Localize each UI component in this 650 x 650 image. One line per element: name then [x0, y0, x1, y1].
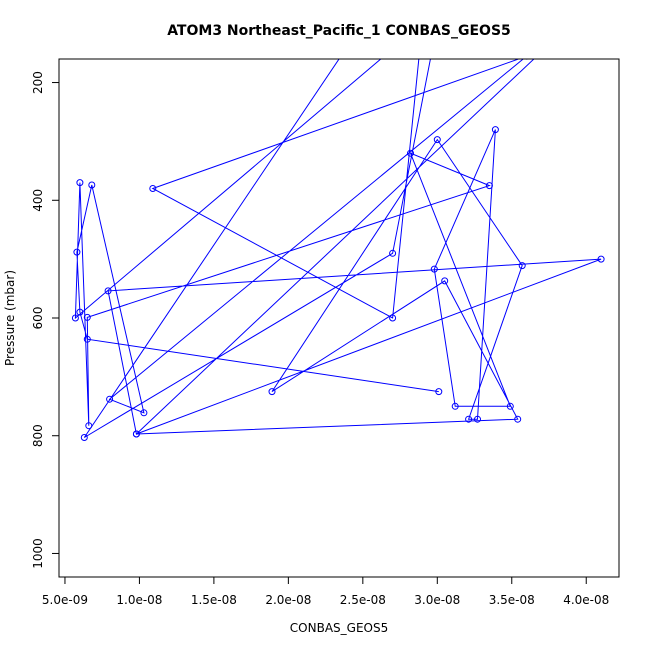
- y-tick-label: 600: [31, 307, 45, 330]
- data-point: [140, 409, 148, 417]
- data-point: [441, 277, 449, 285]
- data-point: [465, 415, 473, 423]
- data-point: [514, 415, 522, 423]
- plot-area: [71, 21, 605, 441]
- data-point: [268, 388, 276, 396]
- x-tick-label: 1.0e-08: [116, 593, 162, 607]
- data-point: [106, 395, 114, 403]
- x-tick-label: 1.5e-08: [191, 593, 237, 607]
- x-tick-label: 3.0e-08: [414, 593, 460, 607]
- data-point: [71, 314, 79, 322]
- y-axis-label: Pressure (mbar): [3, 270, 17, 366]
- x-axis: 5.0e-09 1.0e-08 1.5e-08 2.0e-08 2.5e-08 3.0e-…: [42, 576, 609, 607]
- y-tick-label: 800: [31, 424, 45, 447]
- x-tick-label: 2.0e-08: [265, 593, 311, 607]
- chart-title: ATOM3 Northeast_Pacific_1 CONBAS_GEOS5: [167, 23, 511, 39]
- x-tick-label: 2.5e-08: [340, 593, 386, 607]
- data-point: [83, 313, 91, 321]
- data-point: [430, 265, 438, 273]
- data-point: [85, 422, 93, 430]
- data-point: [83, 335, 91, 343]
- data-point: [389, 249, 397, 257]
- data-point: [568, 21, 574, 27]
- plot-frame: [58, 58, 620, 578]
- data-point: [73, 248, 81, 256]
- data-point: [435, 388, 443, 396]
- y-tick-label: 1000: [31, 538, 45, 569]
- data-point: [506, 402, 514, 410]
- data-point: [491, 126, 499, 134]
- data-point: [132, 430, 140, 438]
- data-point: [88, 181, 96, 189]
- data-point: [474, 415, 481, 423]
- data-point: [451, 402, 459, 410]
- data-point: [149, 185, 157, 192]
- x-tick-label: 3.5e-08: [489, 593, 535, 607]
- data-point: [389, 314, 397, 322]
- data-point: [518, 262, 526, 270]
- y-tick-label: 400: [31, 189, 45, 212]
- data-point: [76, 308, 84, 316]
- series-line: [74, 59, 602, 438]
- x-axis-label: CONBAS_GEOS5: [290, 621, 388, 635]
- x-tick-label: 4.0e-08: [563, 593, 609, 607]
- x-tick-label: 5.0e-09: [42, 593, 88, 607]
- data-point: [485, 182, 493, 190]
- data-point: [80, 434, 88, 441]
- y-axis: 200 400 600 800 1000: [31, 71, 60, 569]
- data-point: [407, 149, 414, 157]
- data-point: [76, 179, 84, 187]
- data-point: [433, 136, 441, 144]
- data-point: [597, 255, 605, 263]
- data-point: [104, 287, 112, 295]
- y-tick-label: 200: [31, 71, 45, 94]
- data-point: [524, 59, 529, 60]
